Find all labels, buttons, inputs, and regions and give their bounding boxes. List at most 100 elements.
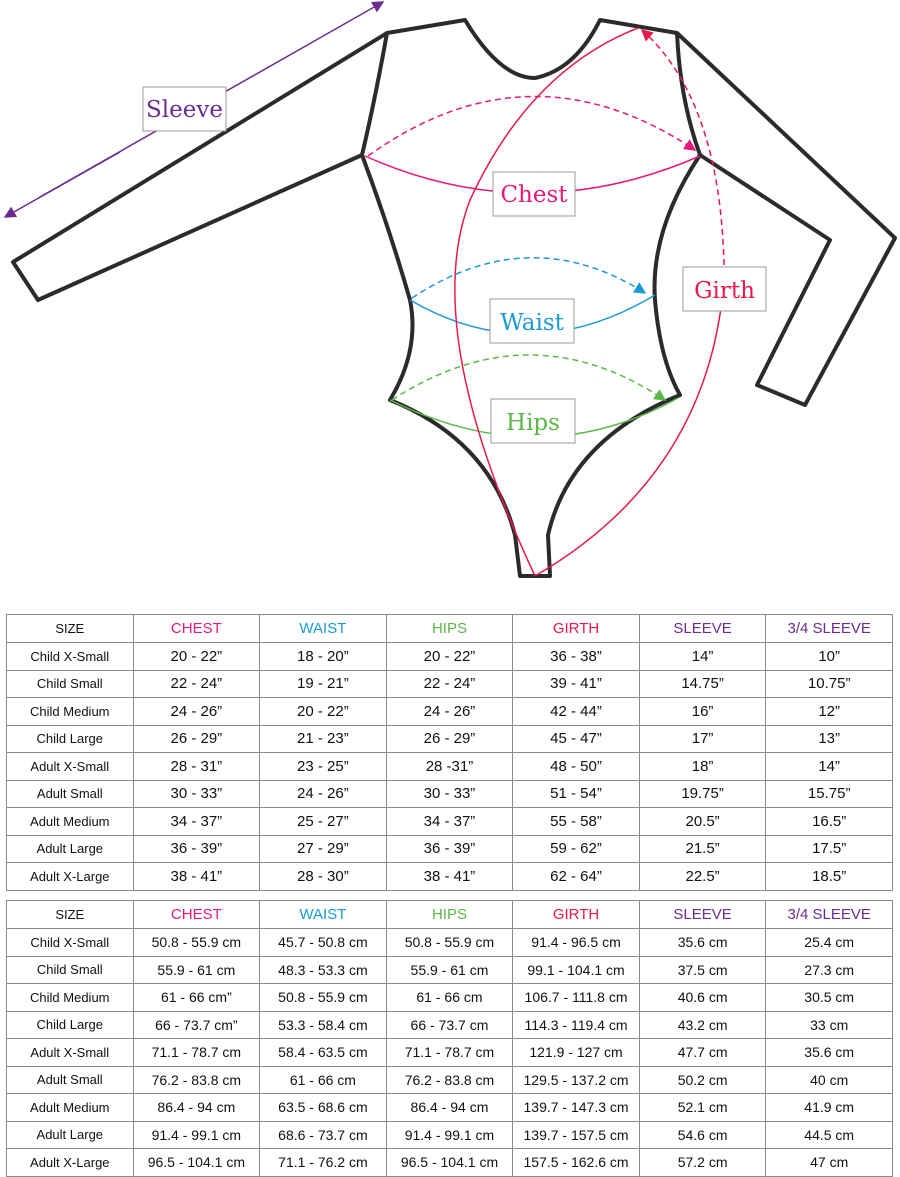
measurement-cell: 35.6 cm [765,1038,893,1067]
measurement-cell: 22 - 24” [132,669,261,698]
measurement-cell: 91.4 - 99.1 cm [132,1120,261,1149]
measurement-cell: 50.8 - 55.9 cm [385,928,514,957]
measurement-cell: 91.4 - 99.1 cm [385,1120,514,1149]
measurement-cell: 19 - 21” [259,669,387,698]
measurement-cell: 43.2 cm [638,1010,767,1039]
measurement-cell: 44.5 cm [765,1120,893,1149]
table-row: Adult X-Large 38 - 41” 28 - 30” 38 - 41” 62 … [6,862,893,891]
measurement-cell: 21 - 23” [259,724,387,753]
measurement-cell: 18” [638,752,767,781]
measurement-cell: 22.5” [638,862,767,891]
measurement-cell: 26 - 29” [132,724,261,753]
column-header-size: SIZE [6,614,134,643]
size-cell: Child Large [6,724,134,753]
measurement-cell: 19.75” [638,779,767,808]
measurement-cell: 157.5 - 162.6 cm [512,1148,640,1177]
hips-label: Hips [506,410,560,436]
girth-dashed-arrow [640,28,725,266]
measurement-cell: 53.3 - 58.4 cm [259,1010,387,1039]
measurement-cell: 12” [765,697,893,726]
table-row: Child Large 66 - 73.7 cm” 53.3 - 58.4 cm 66… [6,1010,893,1039]
header-row: SIZE CHEST WAIST HIPS GIRTH SLEEVE 3/4 SLEEVE [6,900,893,929]
table-row: Adult Small 30 - 33” 24 - 26” 30 - 33” 51 - … [6,779,893,808]
column-header-hips: HIPS [385,614,514,643]
measurement-cell: 24 - 26” [132,697,261,726]
measurement-cell: 36 - 39” [132,834,261,863]
measurement-cell: 47.7 cm [638,1038,767,1067]
measurement-cell: 66 - 73.7 cm” [132,1010,261,1039]
measurement-cell: 121.9 - 127 cm [512,1038,640,1067]
measurement-cell: 76.2 - 83.8 cm [132,1065,261,1094]
column-header-waist: WAIST [259,614,387,643]
size-cell: Adult X-Small [6,1038,134,1067]
measurement-cell: 20 - 22” [132,642,261,671]
measurement-cell: 20 - 22” [259,697,387,726]
measurement-cell: 27.3 cm [765,955,893,984]
column-header-hips: HIPS [385,900,514,929]
waist-label-box: Waist [489,298,575,344]
measurement-cell: 61 - 66 cm [259,1065,387,1094]
header-row: SIZE CHEST WAIST HIPS GIRTH SLEEVE 3/4 SLEEVE [6,614,893,643]
sleeve-label-box: Sleeve [142,86,227,132]
girth-label: Girth [694,278,755,304]
measurement-cell: 114.3 - 119.4 cm [512,1010,640,1039]
table-row: Adult X-Small 28 - 31” 23 - 25” 28 -31” 48 -… [6,752,893,781]
measurement-cell: 55.9 - 61 cm [385,955,514,984]
measurement-cell: 50.8 - 55.9 cm [132,928,261,957]
table-row: Child Medium 24 - 26” 20 - 22” 24 - 26” 42 -… [6,697,893,726]
column-header-waist: WAIST [259,900,387,929]
measurement-cell: 66 - 73.7 cm [385,1010,514,1039]
leotard-measurement-diagram: Sleeve Chest Waist Hips Girth [3,1,897,578]
measurement-cell: 96.5 - 104.1 cm [385,1148,514,1177]
chest-label: Chest [500,182,568,208]
measurement-cell: 61 - 66 cm” [132,983,261,1012]
measurement-cell: 47 cm [765,1148,893,1177]
measurement-cell: 21.5” [638,834,767,863]
table-row: Adult X-Large 96.5 - 104.1 cm 71.1 - 76.2 … [6,1148,893,1177]
size-cell: Adult Small [6,1065,134,1094]
measurement-cell: 25.4 cm [765,928,893,957]
measurement-cell: 59 - 62” [512,834,640,863]
table-row: Adult X-Small 71.1 - 78.7 cm 58.4 - 63.5 c… [6,1038,893,1067]
measurement-cell: 33 cm [765,1010,893,1039]
measurement-cell: 15.75” [765,779,893,808]
measurement-cell: 55 - 58” [512,807,640,836]
measurement-cell: 38 - 41” [132,862,261,891]
table-row: Child X-Small 20 - 22” 18 - 20” 20 - 22” 36 … [6,642,893,671]
measurement-cell: 17.5” [765,834,893,863]
measurement-cell: 39 - 41” [512,669,640,698]
measurement-cell: 106.7 - 111.8 cm [512,983,640,1012]
measurement-cell: 71.1 - 78.7 cm [385,1038,514,1067]
column-header-girth: GIRTH [512,614,640,643]
measurement-cell: 58.4 - 63.5 cm [259,1038,387,1067]
measurement-cell: 10.75” [765,669,893,698]
measurement-cell: 96.5 - 104.1 cm [132,1148,261,1177]
measurement-cell: 52.1 cm [638,1093,767,1122]
measurement-cell: 57.2 cm [638,1148,767,1177]
table-row: Adult Large 91.4 - 99.1 cm 68.6 - 73.7 cm 9… [6,1120,893,1149]
measurement-cell: 99.1 - 104.1 cm [512,955,640,984]
measurement-cell: 17” [638,724,767,753]
measurement-cell: 14.75” [638,669,767,698]
table-row: Child Small 22 - 24” 19 - 21” 22 - 24” 39 - … [6,669,893,698]
size-cell: Child Large [6,1010,134,1039]
measurement-cell: 22 - 24” [385,669,514,698]
measurement-cell: 50.2 cm [638,1065,767,1094]
measurement-cell: 40 cm [765,1065,893,1094]
chest-label-box: Chest [492,171,576,217]
measurement-cell: 45.7 - 50.8 cm [259,928,387,957]
size-cell: Adult Large [6,1120,134,1149]
measurement-cell: 18 - 20” [259,642,387,671]
size-cell: Child Small [6,669,134,698]
measurement-cell: 25 - 27” [259,807,387,836]
measurement-cell: 48 - 50” [512,752,640,781]
column-header-3-4-sleeve: 3/4 SLEEVE [765,900,893,929]
measurement-cell: 28 -31” [385,752,514,781]
size-cell: Child Medium [6,983,134,1012]
measurement-cell: 51 - 54” [512,779,640,808]
size-cell: Child X-Small [6,928,134,957]
measurement-cell: 34 - 37” [132,807,261,836]
measurement-cell: 42 - 44” [512,697,640,726]
table-row: Adult Medium 34 - 37” 25 - 27” 34 - 37” 55 -… [6,807,893,836]
column-header-chest: CHEST [132,614,261,643]
